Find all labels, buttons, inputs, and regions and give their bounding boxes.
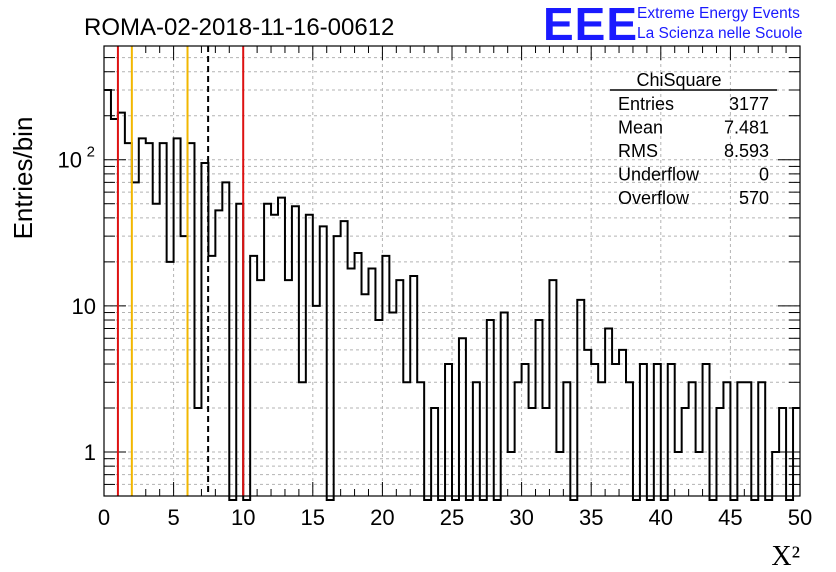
histogram-bin	[737, 382, 744, 496]
histogram-bin	[222, 182, 229, 496]
histogram-bin	[591, 364, 598, 496]
histogram-bin	[417, 382, 424, 496]
plot-frame	[103, 45, 801, 497]
x-tick-labels: 0 5 10 15 20 25 30 35 40 45 50	[98, 505, 812, 530]
histogram-outline	[104, 88, 800, 501]
y-tick-label: 10	[58, 148, 82, 173]
histogram-bars	[104, 88, 800, 501]
histogram-bin	[250, 256, 257, 496]
histogram-bin	[410, 276, 417, 496]
histogram-bin	[563, 382, 570, 496]
x-tick-label: 45	[718, 505, 742, 530]
reference-lines	[116, 46, 245, 496]
logo-line-2: La Scienza nelle Scuole	[637, 25, 803, 42]
x-tick-label: 5	[167, 505, 179, 530]
histogram-bin	[612, 364, 619, 496]
histogram-bin	[306, 215, 313, 496]
histogram-bin	[515, 382, 522, 496]
stats-value: 8.593	[724, 141, 769, 161]
stats-value: 0	[759, 165, 769, 185]
stats-label: Overflow	[618, 188, 690, 208]
histogram-bin	[403, 382, 410, 496]
histogram-bin	[104, 90, 111, 496]
stats-value: 3177	[729, 94, 769, 114]
histogram-bin	[118, 113, 125, 496]
stats-label: Underflow	[618, 165, 700, 185]
histogram-bin	[501, 313, 508, 496]
histogram-bin	[640, 364, 647, 496]
stats-label: RMS	[618, 141, 658, 161]
stats-title: ChiSquare	[636, 70, 721, 90]
histogram-bin	[626, 382, 633, 496]
histogram-bin	[167, 262, 174, 496]
x-tick-label: 50	[788, 505, 812, 530]
eee-logo: EEE Extreme Energy Events La Scienza nel…	[543, 0, 833, 50]
histogram-bin	[654, 364, 661, 496]
histogram-bin	[181, 236, 188, 496]
y-axis-label: Entries/bin	[8, 117, 38, 240]
histogram-bin	[382, 256, 389, 496]
stats-label: Entries	[618, 94, 674, 114]
histogram-bin	[299, 382, 306, 496]
histogram-bin	[689, 382, 696, 496]
x-tick-label: 20	[370, 505, 394, 530]
histogram-bin	[522, 364, 529, 496]
y-tick-exponent: 2	[87, 144, 95, 161]
histogram-bin	[334, 236, 341, 496]
y-tick-label: 10	[72, 294, 96, 319]
histogram-bin	[605, 329, 612, 496]
histogram-bin	[313, 306, 320, 496]
histogram-bin	[584, 350, 591, 496]
stats-box: ChiSquare Entries 3177 Mean 7.481 RMS 8.593 Un…	[610, 70, 777, 208]
histogram-bin	[355, 253, 362, 496]
histogram-bin	[598, 382, 605, 496]
x-tick-label: 25	[440, 505, 464, 530]
histogram-bin	[215, 210, 222, 496]
eee-logo-mark: EEE	[543, 0, 639, 50]
histogram-bin	[292, 206, 299, 496]
histogram-bin	[744, 382, 751, 496]
histogram-bin	[208, 256, 215, 496]
histogram-bin	[723, 382, 730, 496]
histogram-bin	[758, 382, 765, 496]
x-tick-label: 10	[231, 505, 255, 530]
histogram-bin	[668, 364, 675, 496]
run-title: ROMA-02-2018-11-16-00612	[84, 14, 394, 41]
logo-line-1: Extreme Energy Events	[637, 5, 800, 22]
histogram-bin	[320, 226, 327, 496]
y-tick-labels: 1 10 10 2	[58, 144, 96, 465]
histogram-bin	[459, 338, 466, 496]
x-tick-label: 40	[649, 505, 673, 530]
x-axis-label: X²	[771, 541, 800, 572]
x-tick-label: 15	[301, 505, 325, 530]
x-tick-label: 30	[509, 505, 533, 530]
histogram-bin	[619, 350, 626, 496]
stats-value: 7.481	[724, 118, 769, 138]
histogram-bin	[132, 182, 139, 496]
histogram-bin	[278, 198, 285, 496]
stats-value: 570	[739, 188, 769, 208]
y-tick-label: 1	[84, 440, 96, 465]
x-tick-label: 35	[579, 505, 603, 530]
stats-label: Mean	[618, 118, 663, 138]
histogram-bin	[271, 215, 278, 496]
histogram-bin	[111, 119, 118, 496]
histogram-bin	[445, 364, 452, 496]
histogram-bin	[473, 382, 480, 496]
histogram-bin	[389, 313, 396, 496]
x-tick-label: 0	[98, 505, 110, 530]
histogram-bin	[703, 364, 710, 496]
